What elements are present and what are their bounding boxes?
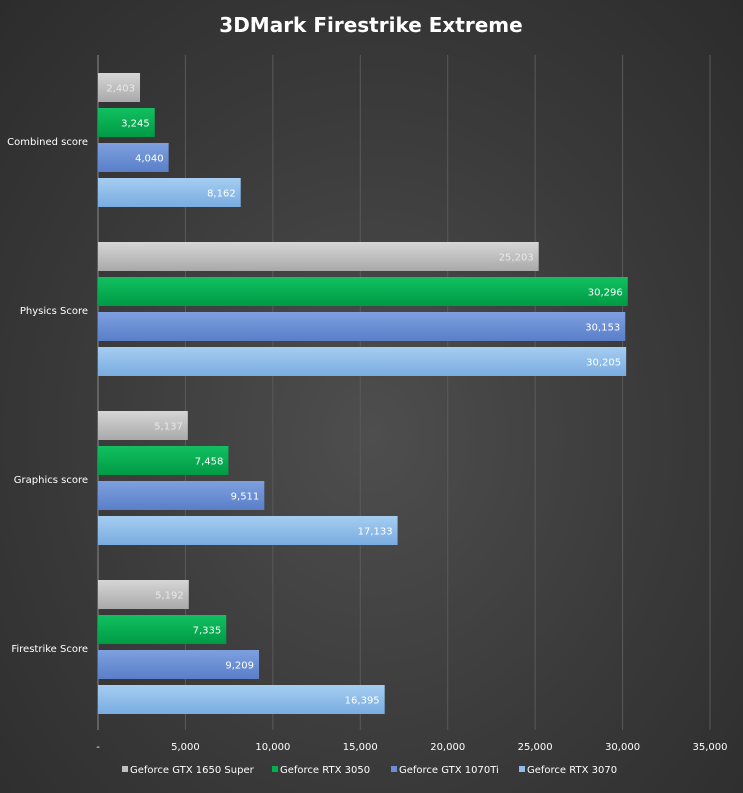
bar-value-label: 5,192 <box>155 591 184 602</box>
bar <box>98 242 539 271</box>
bar-value-label: 7,335 <box>193 626 222 637</box>
bar-value-label: 17,133 <box>358 527 393 538</box>
y-category-label: Firestrike Score <box>11 644 88 655</box>
chart-title: 3DMark Firestrike Extreme <box>219 13 522 37</box>
bars <box>98 73 628 714</box>
bar <box>98 347 627 376</box>
legend-label: Geforce RTX 3070 <box>527 765 617 776</box>
x-tick-label: 30,000 <box>605 742 640 753</box>
x-tick-label: 25,000 <box>518 742 553 753</box>
y-category-label: Graphics score <box>14 475 88 486</box>
bar-value-label: 2,403 <box>106 84 135 95</box>
legend-swatch <box>519 766 525 772</box>
x-tick-label: 35,000 <box>693 742 728 753</box>
legend-label: Geforce RTX 3050 <box>280 765 370 776</box>
legend-swatch <box>272 766 278 772</box>
bar <box>98 108 155 137</box>
x-tick-label: 20,000 <box>430 742 465 753</box>
bar <box>98 481 265 510</box>
bar <box>98 615 227 644</box>
bar-value-label: 5,137 <box>154 422 183 433</box>
bar <box>98 411 188 440</box>
data-labels: 2,403 3,245 4,040 8,162 25,203 30,296 30,153 30… <box>106 84 622 707</box>
bar-value-label: 9,511 <box>231 492 260 503</box>
bar <box>98 277 628 306</box>
x-tick-label: - <box>96 742 100 753</box>
bar-value-label: 8,162 <box>207 189 236 200</box>
legend-swatch <box>391 766 397 772</box>
y-category-label: Physics Score <box>20 306 88 317</box>
bar-value-label: 25,203 <box>499 253 534 264</box>
bar-value-label: 4,040 <box>135 154 164 165</box>
x-tick-label: 15,000 <box>343 742 378 753</box>
bar-value-label: 9,209 <box>225 661 254 672</box>
bar <box>98 312 626 341</box>
legend: Geforce GTX 1650 Super Geforce RTX 3050 Ge… <box>122 765 617 776</box>
bar-value-label: 30,296 <box>588 288 623 299</box>
bar <box>98 516 398 545</box>
x-tick-label: 10,000 <box>255 742 290 753</box>
bar-value-label: 7,458 <box>195 457 224 468</box>
x-tick-label: 5,000 <box>171 742 200 753</box>
bar <box>98 650 260 679</box>
bar-value-label: 30,153 <box>585 323 620 334</box>
bar <box>98 685 385 714</box>
legend-label: Geforce GTX 1070Ti <box>399 765 499 776</box>
bar <box>98 446 229 475</box>
bar-value-label: 30,205 <box>586 358 621 369</box>
legend-label: Geforce GTX 1650 Super <box>130 765 255 776</box>
bar <box>98 143 169 172</box>
bar-value-label: 3,245 <box>121 119 150 130</box>
gridlines <box>97 55 711 730</box>
bar <box>98 178 241 207</box>
y-category-label: Combined score <box>7 137 88 148</box>
bar-value-label: 16,395 <box>345 696 380 707</box>
bar <box>98 73 141 102</box>
bar <box>98 580 189 609</box>
legend-swatch <box>122 766 128 772</box>
axes: - 5,000 10,000 15,000 20,000 25,000 30,000 35,0… <box>7 137 727 753</box>
